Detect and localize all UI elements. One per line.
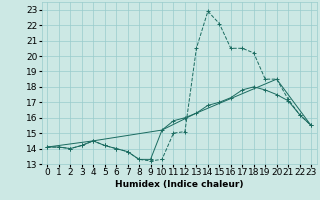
X-axis label: Humidex (Indice chaleur): Humidex (Indice chaleur)	[115, 180, 244, 189]
